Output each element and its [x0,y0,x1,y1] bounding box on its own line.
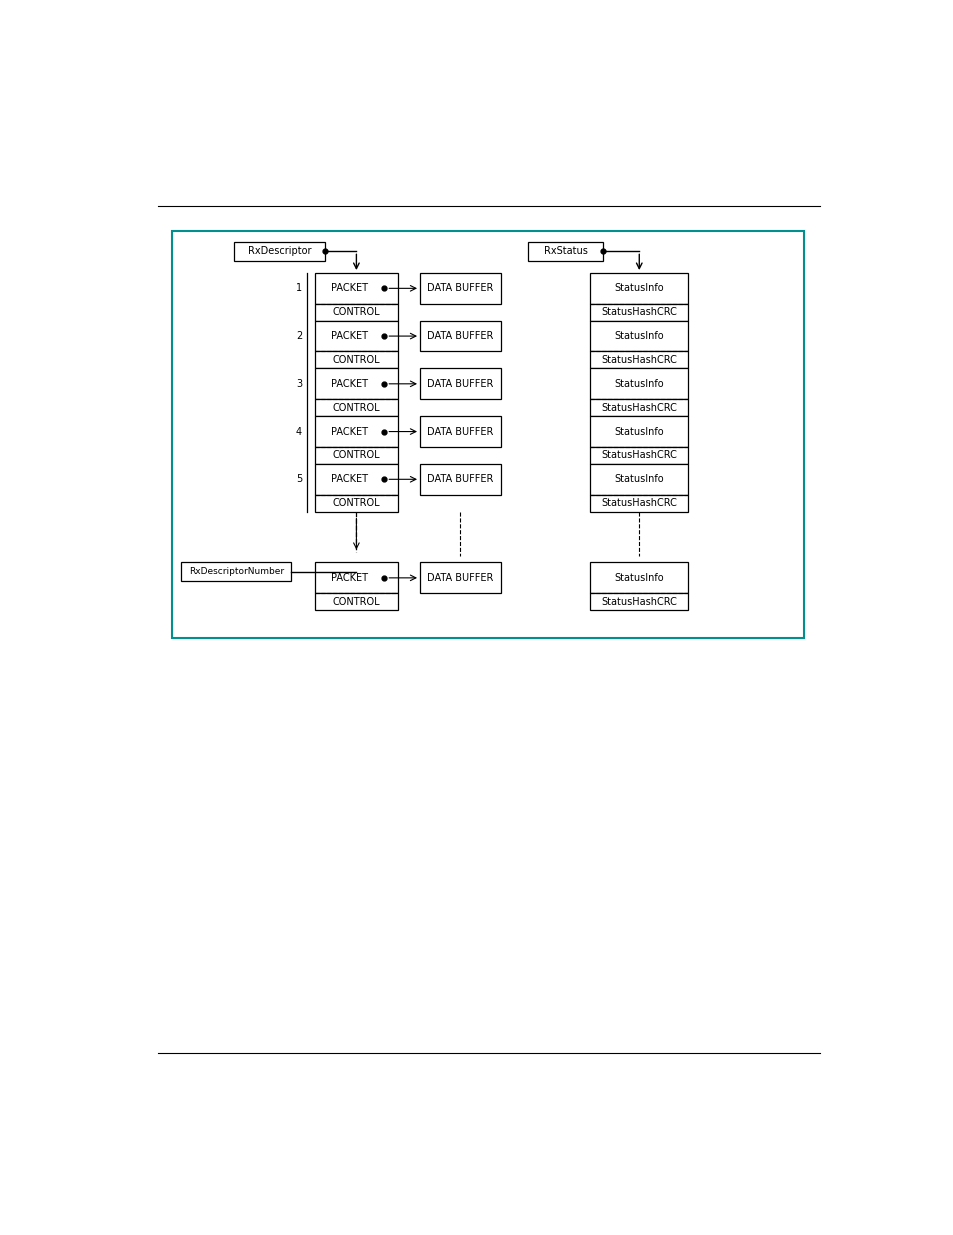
Bar [314,495,397,511]
Text: PACKET: PACKET [331,573,368,583]
Text: StatusHashCRC: StatusHashCRC [600,451,677,461]
Bar [314,273,397,304]
Bar [314,368,397,399]
Text: StatusInfo: StatusInfo [614,573,663,583]
Text: StatusHashCRC: StatusHashCRC [600,597,677,606]
Text: StatusHashCRC: StatusHashCRC [600,498,677,508]
Text: RxDescriptorNumber: RxDescriptorNumber [189,567,284,577]
Text: RxDescriptor: RxDescriptor [248,246,311,257]
Text: CONTROL: CONTROL [333,451,380,461]
Bar [590,464,687,495]
Bar [590,495,687,511]
Text: 1: 1 [295,283,302,294]
Text: CONTROL: CONTROL [333,308,380,317]
Bar [314,399,397,416]
Text: PACKET: PACKET [331,426,368,436]
Bar [590,352,687,368]
Text: CONTROL: CONTROL [333,597,380,606]
Text: PACKET: PACKET [331,379,368,389]
Bar [233,242,325,261]
Bar [314,352,397,368]
Text: CONTROL: CONTROL [333,403,380,412]
Bar [590,304,687,321]
Bar [419,368,500,399]
Bar [590,447,687,464]
Text: StatusInfo: StatusInfo [614,283,663,294]
Bar [314,321,397,352]
Bar [590,321,687,352]
Bar [419,464,500,495]
Bar [590,593,687,610]
Text: DATA BUFFER: DATA BUFFER [427,283,493,294]
Text: StatusInfo: StatusInfo [614,474,663,484]
Bar [314,304,397,321]
Text: StatusInfo: StatusInfo [614,426,663,436]
Bar [419,416,500,447]
Text: PACKET: PACKET [331,331,368,341]
Text: StatusHashCRC: StatusHashCRC [600,403,677,412]
Bar [314,593,397,610]
Bar [181,562,291,580]
Bar [419,273,500,304]
Bar [590,562,687,593]
Text: 3: 3 [295,379,302,389]
Text: DATA BUFFER: DATA BUFFER [427,331,493,341]
Text: StatusHashCRC: StatusHashCRC [600,354,677,366]
Text: DATA BUFFER: DATA BUFFER [427,426,493,436]
Text: PACKET: PACKET [331,474,368,484]
Bar [419,321,500,352]
Text: DATA BUFFER: DATA BUFFER [427,573,493,583]
Bar [314,416,397,447]
Bar [314,562,397,593]
Bar [528,242,602,261]
Text: 2: 2 [295,331,302,341]
Text: StatusInfo: StatusInfo [614,331,663,341]
Bar [590,416,687,447]
Bar [590,399,687,416]
Bar [590,273,687,304]
Bar [419,562,500,593]
Text: RxStatus: RxStatus [543,246,587,257]
Text: 4: 4 [295,426,302,436]
Text: CONTROL: CONTROL [333,498,380,508]
Bar [314,464,397,495]
Text: StatusInfo: StatusInfo [614,379,663,389]
Bar [590,368,687,399]
Text: StatusHashCRC: StatusHashCRC [600,308,677,317]
Text: PACKET: PACKET [331,283,368,294]
Text: DATA BUFFER: DATA BUFFER [427,474,493,484]
Text: 5: 5 [295,474,302,484]
Bar [172,231,803,638]
Text: DATA BUFFER: DATA BUFFER [427,379,493,389]
Text: CONTROL: CONTROL [333,354,380,366]
Bar [314,447,397,464]
